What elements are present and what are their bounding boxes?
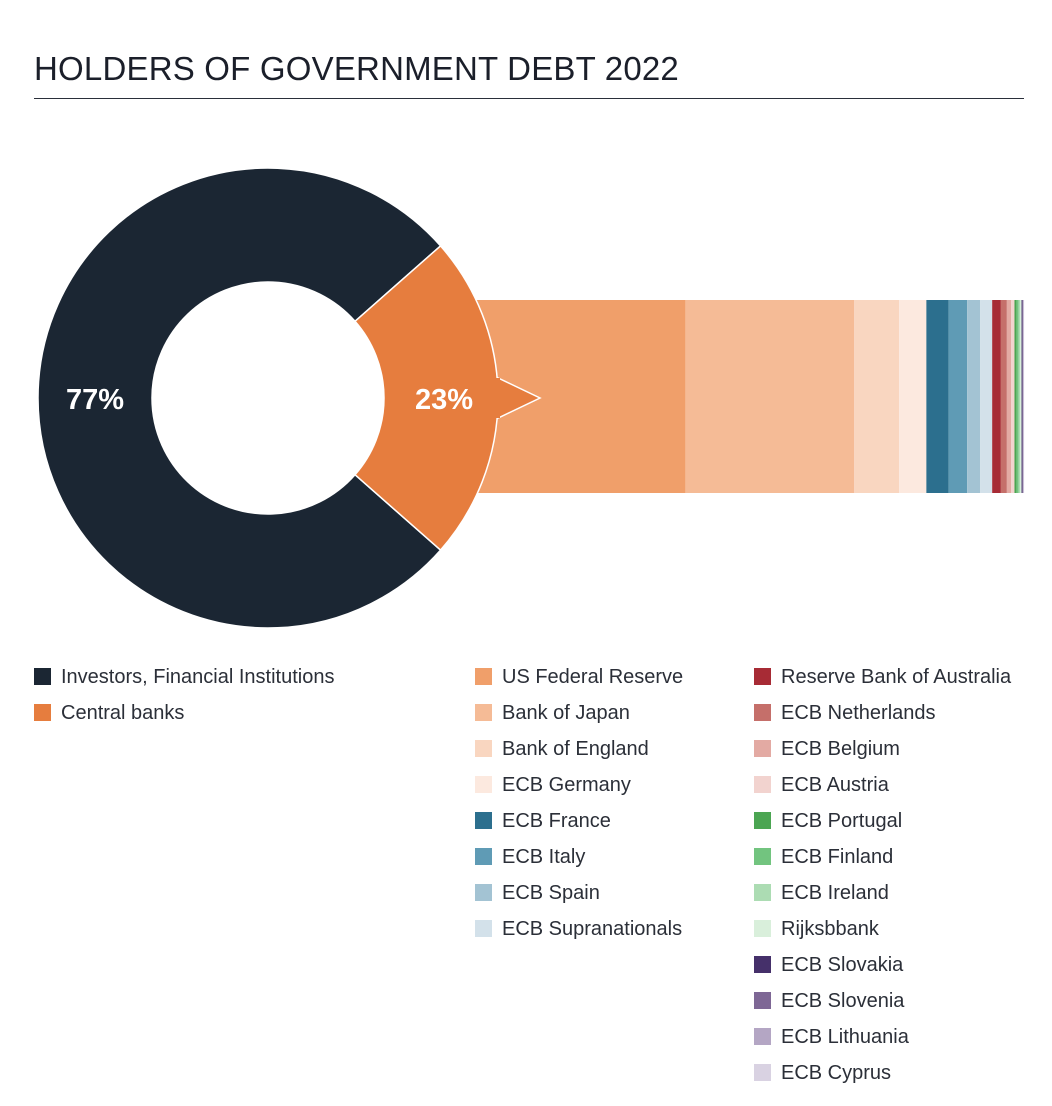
title-divider (34, 98, 1024, 99)
chart-canvas: 77% 23% (37, 167, 1025, 629)
legend-swatch (475, 848, 492, 865)
legend-item-ecb-france: ECB France (475, 809, 683, 845)
legend-label: ECB Cyprus (781, 1062, 892, 1084)
bar-segment-ecb-germany (899, 300, 927, 493)
legend-swatch (475, 884, 492, 901)
legend-label: ECB Slovenia (781, 990, 905, 1012)
legend-item-ecb-lithuania: ECB Lithuania (754, 1025, 1011, 1061)
legend-swatch (754, 776, 771, 793)
legend-item-ecb-ireland: ECB Ireland (754, 881, 1011, 917)
legend-holders: Investors, Financial Institutions Central… (34, 665, 334, 737)
legend-label: ECB France (502, 810, 611, 832)
legend-swatch (34, 704, 51, 721)
legend-label: ECB Portugal (781, 810, 903, 832)
bar-segment-reserve-bank-of-australia (992, 300, 1001, 493)
legend-label: US Federal Reserve (502, 666, 684, 688)
legend-swatch (754, 956, 771, 973)
legend-swatch (754, 812, 771, 829)
legend-item-ecb-belgium: ECB Belgium (754, 737, 1011, 773)
donut-slice-investors-financial-institutions (37, 167, 442, 629)
bar-segment-ecb-italy (948, 300, 968, 493)
bar-segment-ecb-austria (1011, 300, 1015, 493)
bar-segment-ecb-supranationals (980, 300, 993, 493)
donut-slice-central-banks (353, 244, 499, 552)
legend-item-ecb-slovenia: ECB Slovenia (754, 989, 1011, 1025)
legend-swatch (475, 776, 492, 793)
bar-segment-bank-of-japan (685, 300, 855, 493)
legend-swatch (754, 1064, 771, 1081)
legend-swatch (475, 812, 492, 829)
legend-swatch (754, 740, 771, 757)
legend-swatch (475, 668, 492, 685)
legend-item-ecb-finland: ECB Finland (754, 845, 1011, 881)
legend-item-ecb-cyprus: ECB Cyprus (754, 1061, 1011, 1097)
legend-item-bank-of-japan: Bank of Japan (475, 701, 683, 737)
legend-label: ECB Austria (781, 774, 889, 796)
bar-segment-ecb-belgium (1006, 300, 1012, 493)
legend-label: Rijksbbank (781, 918, 879, 940)
legend-swatch (475, 920, 492, 937)
legend-swatch (754, 920, 771, 937)
legend-swatch (754, 848, 771, 865)
legend-central-banks-col1: US Federal Reserve Bank of Japan Bank of E… (475, 665, 683, 953)
legend-item-ecb-supranationals: ECB Supranationals (475, 917, 683, 953)
chart-title: HOLDERS OF GOVERNMENT DEBT 2022 (34, 50, 679, 87)
bar-segment-ecb-slovakia (1021, 300, 1023, 493)
legend-swatch (754, 992, 771, 1009)
bar-segment-ecb-france (926, 300, 949, 493)
legend-label: Bank of Japan (502, 702, 630, 724)
legend-label: ECB Germany (502, 774, 631, 796)
legend-label: ECB Supranationals (502, 918, 683, 940)
legend-label: Central banks (61, 702, 185, 724)
legend-swatch (754, 1028, 771, 1045)
bar-segment-ecb-netherlands (1000, 300, 1007, 493)
legend-central-banks-col2: Reserve Bank of Australia ECB Netherlands… (754, 665, 1011, 1097)
legend-label: ECB Netherlands (781, 702, 936, 724)
bar-segment-ecb-finland (1016, 300, 1019, 493)
legend-item-ecb-italy: ECB Italy (475, 845, 683, 881)
donut-label-central-banks: 23% (415, 384, 473, 416)
bar-segment-bank-of-england (854, 300, 900, 493)
legend-item-us-federal-reserve: US Federal Reserve (475, 665, 683, 701)
legend-item-central-banks: Central banks (34, 701, 334, 737)
legend-label: Bank of England (502, 738, 649, 760)
legend-label: ECB Belgium (781, 738, 900, 760)
bar-segment-rijksbbank (1020, 300, 1022, 493)
bar-segment-ecb-slovenia (1022, 300, 1024, 493)
donut-label-investors-financial-institutions: 77% (66, 384, 124, 416)
legend-item-rijksbbank: Rijksbbank (754, 917, 1011, 953)
legend-swatch (754, 884, 771, 901)
legend-label: ECB Lithuania (781, 1026, 909, 1048)
legend-label: ECB Slovakia (781, 954, 904, 976)
legend-item-investors-financial-institutions: Investors, Financial Institutions (34, 665, 334, 701)
legend-swatch (34, 668, 51, 685)
legend-item-ecb-netherlands: ECB Netherlands (754, 701, 1011, 737)
legend-label: ECB Ireland (781, 882, 889, 904)
legend-item-bank-of-england: Bank of England (475, 737, 683, 773)
bar-segment-ecb-lithuania (1023, 300, 1024, 493)
pointer-joint (490, 378, 500, 418)
legend-swatch (754, 704, 771, 721)
legend-item-ecb-germany: ECB Germany (475, 773, 683, 809)
legend-swatch (475, 704, 492, 721)
legend-item-ecb-spain: ECB Spain (475, 881, 683, 917)
legend-label: Investors, Financial Institutions (61, 666, 335, 688)
legend-label: ECB Italy (502, 846, 586, 868)
legend-item-ecb-austria: ECB Austria (754, 773, 1011, 809)
legend-item-ecb-slovakia: ECB Slovakia (754, 953, 1011, 989)
legend-swatch (754, 668, 771, 685)
bar-segment-ecb-portugal (1014, 300, 1017, 493)
legend-item-ecb-portugal: ECB Portugal (754, 809, 1011, 845)
bar-segment-ecb-cyprus (1023, 300, 1025, 493)
bar-segment-ecb-spain (967, 300, 981, 493)
legend-label: ECB Spain (502, 882, 600, 904)
legend-item-reserve-bank-of-australia: Reserve Bank of Australia (754, 665, 1011, 701)
legend-label: Reserve Bank of Australia (781, 666, 1012, 688)
bar-segment-ecb-ireland (1018, 300, 1021, 493)
legend-label: ECB Finland (781, 846, 894, 868)
legend-swatch (475, 740, 492, 757)
